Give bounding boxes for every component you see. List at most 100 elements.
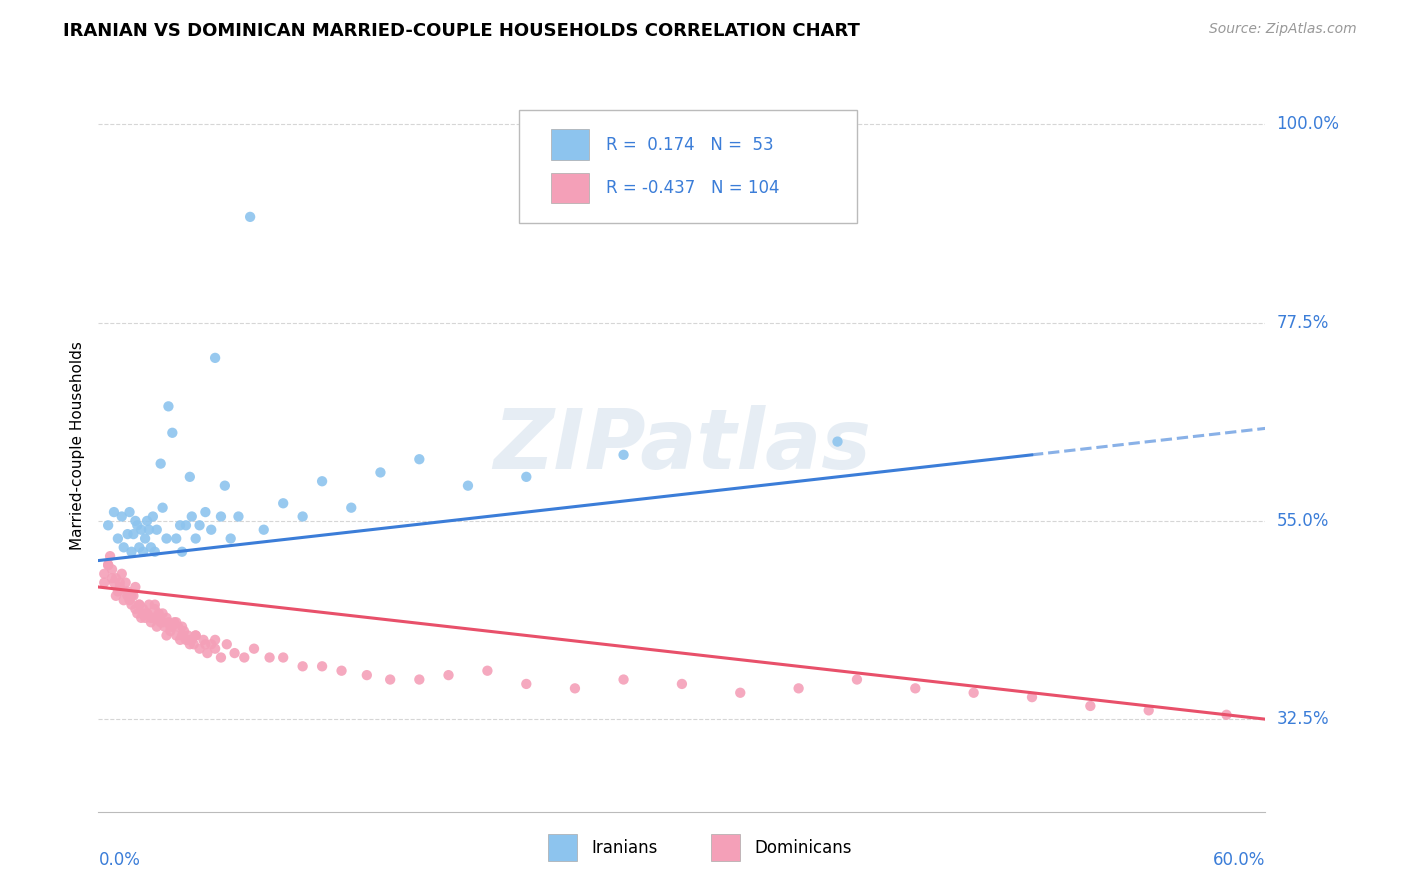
Point bbox=[184, 532, 207, 546]
Point bbox=[408, 673, 430, 687]
Point bbox=[143, 598, 166, 612]
Text: IRANIAN VS DOMINICAN MARRIED-COUPLE HOUSEHOLDS CORRELATION CHART: IRANIAN VS DOMINICAN MARRIED-COUPLE HOUS… bbox=[63, 22, 860, 40]
Point bbox=[101, 571, 124, 585]
Point bbox=[128, 598, 150, 612]
Point bbox=[209, 650, 232, 665]
Point bbox=[155, 532, 177, 546]
Point bbox=[170, 545, 193, 559]
Point bbox=[114, 575, 136, 590]
Point bbox=[122, 527, 145, 541]
Point bbox=[146, 523, 169, 537]
Point bbox=[253, 523, 276, 537]
Point bbox=[195, 646, 218, 660]
Point bbox=[515, 470, 537, 484]
Point bbox=[515, 677, 537, 691]
Point bbox=[177, 628, 200, 642]
Point bbox=[827, 434, 849, 449]
Point bbox=[180, 632, 202, 647]
Point bbox=[477, 664, 499, 678]
Text: 100.0%: 100.0% bbox=[1277, 115, 1340, 133]
Point bbox=[121, 598, 143, 612]
Point bbox=[93, 566, 115, 581]
Point bbox=[101, 562, 124, 576]
Point bbox=[215, 637, 238, 651]
Point bbox=[124, 602, 146, 616]
Point bbox=[184, 628, 207, 642]
Point bbox=[117, 589, 139, 603]
Point bbox=[179, 470, 201, 484]
Point bbox=[143, 545, 166, 559]
Point bbox=[613, 673, 636, 687]
Point bbox=[904, 681, 927, 696]
Point bbox=[271, 496, 294, 510]
Point bbox=[179, 637, 201, 651]
Point bbox=[118, 593, 141, 607]
Point bbox=[149, 615, 172, 630]
Point bbox=[224, 646, 246, 660]
Point bbox=[108, 575, 131, 590]
Point bbox=[169, 518, 191, 533]
Point bbox=[228, 509, 250, 524]
Point bbox=[613, 448, 636, 462]
Point bbox=[142, 611, 165, 625]
Text: 0.0%: 0.0% bbox=[98, 851, 141, 869]
Bar bbox=[548, 834, 576, 862]
FancyBboxPatch shape bbox=[519, 110, 858, 223]
Point bbox=[173, 624, 195, 638]
Point bbox=[148, 611, 170, 625]
Point bbox=[142, 509, 165, 524]
Text: 77.5%: 77.5% bbox=[1277, 314, 1329, 332]
Point bbox=[165, 532, 187, 546]
Point bbox=[129, 523, 152, 537]
Point bbox=[121, 589, 143, 603]
Point bbox=[118, 505, 141, 519]
Point bbox=[143, 602, 166, 616]
Point bbox=[138, 523, 160, 537]
Point bbox=[291, 659, 314, 673]
Point bbox=[188, 641, 211, 656]
Point bbox=[370, 466, 392, 480]
Point bbox=[162, 425, 184, 440]
Point bbox=[107, 584, 129, 599]
Point bbox=[129, 611, 152, 625]
Text: 60.0%: 60.0% bbox=[1213, 851, 1265, 869]
Point bbox=[183, 637, 205, 651]
Point bbox=[139, 541, 162, 555]
Point bbox=[180, 509, 202, 524]
Point bbox=[111, 566, 134, 581]
Point bbox=[457, 478, 479, 492]
Point bbox=[127, 607, 149, 621]
Point bbox=[962, 686, 984, 700]
Point bbox=[104, 589, 127, 603]
Point bbox=[1215, 707, 1237, 722]
Point bbox=[157, 615, 180, 630]
Point bbox=[117, 527, 139, 541]
Point bbox=[159, 624, 181, 638]
Bar bbox=[551, 129, 589, 160]
Point bbox=[132, 545, 155, 559]
Point bbox=[139, 615, 162, 630]
Point bbox=[124, 514, 146, 528]
Point bbox=[169, 632, 191, 647]
Point bbox=[214, 478, 236, 492]
Text: R =  0.174   N =  53: R = 0.174 N = 53 bbox=[606, 136, 773, 153]
Point bbox=[1021, 690, 1043, 705]
Point bbox=[787, 681, 810, 696]
Point bbox=[243, 641, 266, 656]
Point bbox=[193, 632, 215, 647]
Point bbox=[204, 351, 226, 365]
Point bbox=[152, 615, 174, 630]
Point bbox=[1080, 698, 1102, 713]
Text: Dominicans: Dominicans bbox=[754, 838, 852, 856]
Point bbox=[311, 475, 333, 489]
Point bbox=[149, 457, 172, 471]
Point bbox=[271, 650, 294, 665]
Point bbox=[136, 607, 159, 621]
Point bbox=[103, 575, 125, 590]
Point bbox=[117, 584, 139, 599]
Point bbox=[671, 677, 693, 691]
Text: R = -0.437   N = 104: R = -0.437 N = 104 bbox=[606, 179, 779, 197]
Text: 32.5%: 32.5% bbox=[1277, 710, 1329, 728]
Point bbox=[170, 620, 193, 634]
Point bbox=[134, 611, 156, 625]
